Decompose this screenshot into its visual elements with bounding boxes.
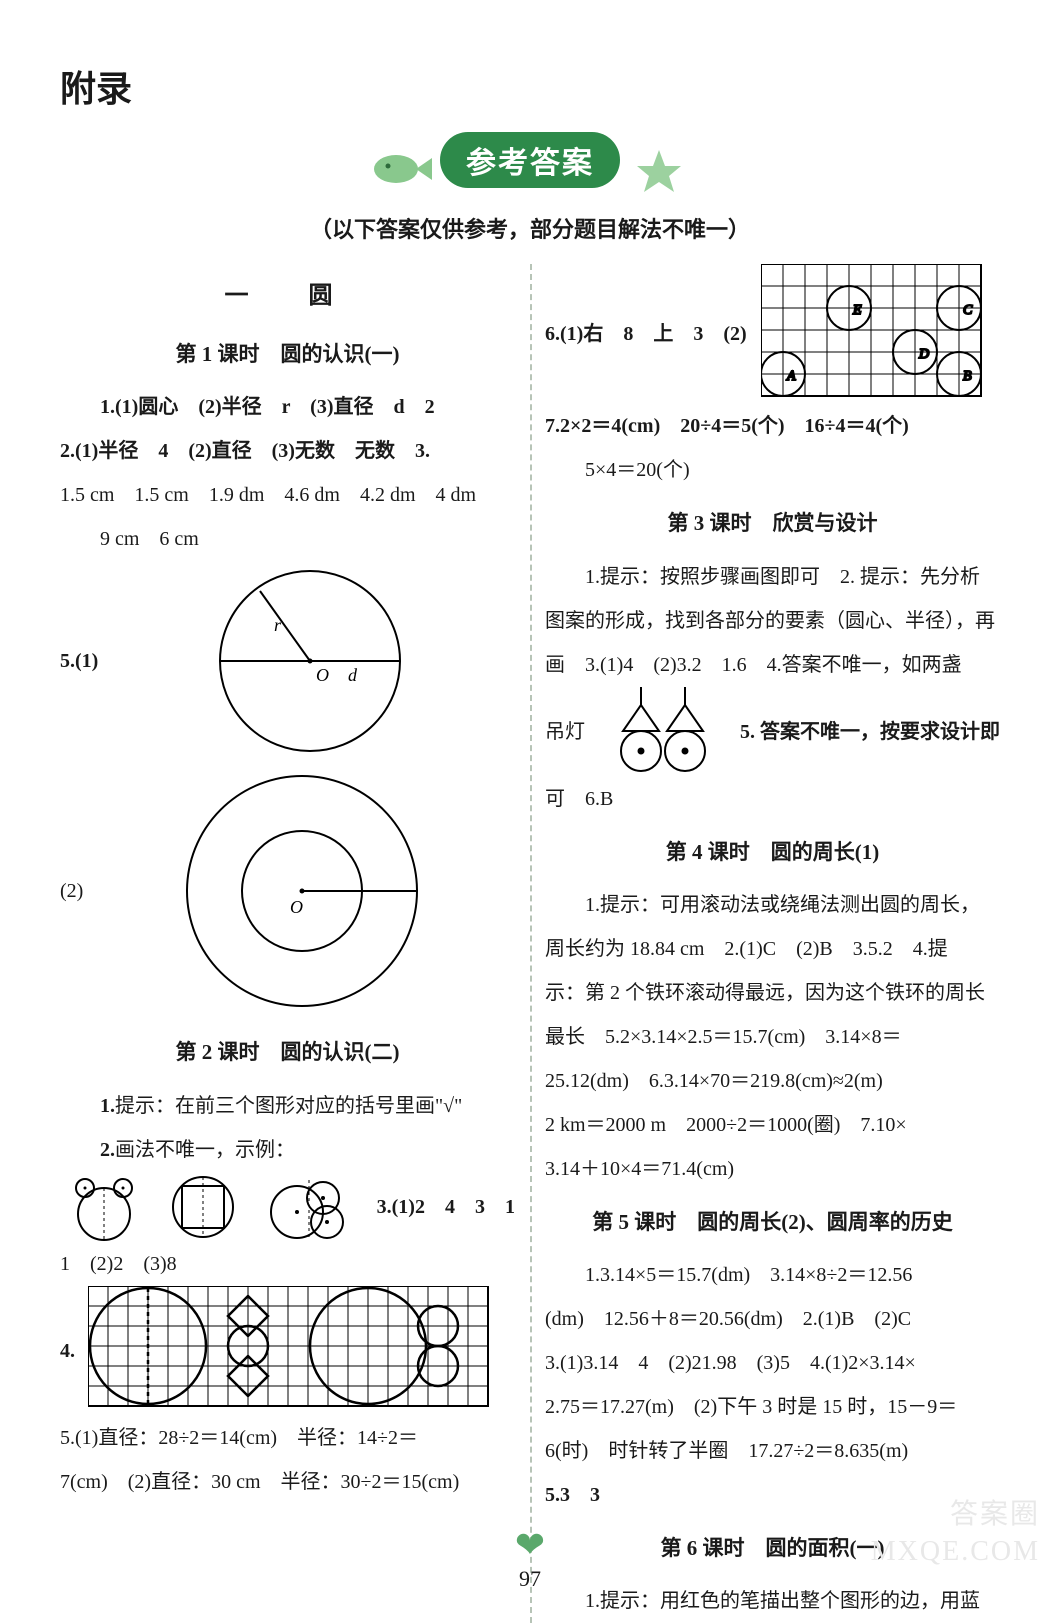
lesson1-line3: 1.5 cm 1.5 cm 1.9 dm 4.6 dm 4.2 dm 4 dm xyxy=(60,473,515,517)
subtitle: （以下答案仅供参考，部分题目解法不唯一） xyxy=(60,212,1000,244)
svg-text:B: B xyxy=(963,369,972,384)
right-column: 6.(1)右 8 上 3 (2) A B C D E 7.2×2＝4(cm) 2… xyxy=(545,264,1000,1623)
grid-row-4: 4. xyxy=(60,1286,515,1416)
svg-text:r: r xyxy=(274,615,282,635)
q7-2: 5×4＝20(个) xyxy=(545,448,1000,492)
shape-ears-icon xyxy=(69,1172,139,1242)
lamp-icon xyxy=(613,687,713,777)
lesson5-line1: 1.3.14×5＝15.7(dm) 3.14×8÷2＝12.56 xyxy=(545,1253,1000,1297)
fig-5-2-label: (2) xyxy=(60,869,83,913)
lesson5-title: 第 5 课时 圆的周长(2)、圆周率的历史 xyxy=(545,1199,1000,1245)
lesson3-line2: 图案的形成，找到各部分的要素（圆心、半径），再 xyxy=(545,599,1000,643)
fish-icon xyxy=(366,144,436,194)
circle-diagram-1: r O d xyxy=(200,561,420,761)
shape-square-circle-icon xyxy=(168,1172,238,1242)
chapter-title: 一 圆 xyxy=(60,270,515,323)
lesson4-title: 第 4 课时 圆的周长(1) xyxy=(545,829,1000,875)
svg-text:A: A xyxy=(786,369,796,384)
lesson5-line6: 5.3 3 xyxy=(545,1473,1000,1517)
lesson4-line5: 25.12(dm) 6.3.14×70＝219.8(cm)≈2(m) xyxy=(545,1059,1000,1103)
q6-text: 6.(1)右 8 上 3 (2) xyxy=(545,312,747,356)
svg-text:D: D xyxy=(918,347,929,362)
grid-4-label: 4. xyxy=(60,1329,75,1373)
lesson5-line5: 6(时) 时针转了半圈 17.27÷2＝8.635(m) xyxy=(545,1429,1000,1473)
lesson2-line5: 5.(1)直径：28÷2＝14(cm) 半径：14÷2＝ xyxy=(60,1416,515,1460)
lesson1-title: 第 1 课时 圆的认识(一) xyxy=(60,331,515,377)
fig-5-1-label: 5.(1) xyxy=(60,639,98,683)
lesson5-line2: (dm) 12.56＋8＝20.56(dm) 2.(1)B (2)C xyxy=(545,1297,1000,1341)
lesson3-line3: 画 3.(1)4 (2)3.2 1.6 4.答案不唯一，如两盏 xyxy=(545,643,1000,687)
heart-icon: ❤ xyxy=(515,1524,545,1566)
svg-text:d: d xyxy=(348,665,358,685)
appendix-label: 附录 xyxy=(60,60,1000,112)
q6-row: 6.(1)右 8 上 3 (2) A B C D E xyxy=(545,264,1000,404)
shape-3circles-icon xyxy=(267,1172,357,1242)
lesson4-line1: 1.提示：可用滚动法或绕绳法测出圆的周长， xyxy=(545,883,1000,927)
lesson1-line4: 9 cm 6 cm xyxy=(60,517,515,561)
star-icon xyxy=(624,144,694,194)
circle-diagram-2: O xyxy=(172,761,432,1021)
svg-text:O: O xyxy=(316,665,329,685)
two-column-layout: 一 圆 第 1 课时 圆的认识(一) 1.(1)圆心 (2)半径 r (3)直径… xyxy=(60,264,1000,1623)
lesson2-line6: 7(cm) (2)直径：30 cm 半径：30÷2＝15(cm) xyxy=(60,1460,515,1504)
lesson3-title: 第 3 课时 欣赏与设计 xyxy=(545,500,1000,546)
lesson2-line2: 2.画法不唯一，示例： xyxy=(60,1128,515,1172)
lesson2-after-shapes: 3.(1)2 4 3 1 xyxy=(377,1185,515,1229)
lesson4-line3: 示：第 2 个铁环滚动得最远，因为这个铁环的周长 xyxy=(545,971,1000,1015)
fig-5-2-row: (2) O xyxy=(60,761,515,1021)
lesson5-line3: 3.(1)3.14 4 (2)21.98 (3)5 4.(1)2×3.14× xyxy=(545,1341,1000,1385)
banner-title: 参考答案 xyxy=(440,132,620,188)
lesson3-lamp-row: 吊灯 5. 答案不唯一，按要求设计即 xyxy=(545,687,1000,777)
fig-5-1-row: 5.(1) r O d xyxy=(60,561,515,761)
lesson1-line2: 2.(1)半径 4 (2)直径 (3)无数 无数 3. xyxy=(60,429,515,473)
grid-diagram xyxy=(88,1286,508,1416)
lesson5-line4: 2.75＝17.27(m) (2)下午 3 时是 15 时，15－9＝ xyxy=(545,1385,1000,1429)
q7-1: 7.2×2＝4(cm) 20÷4＝5(个) 16÷4＝4(个) xyxy=(545,404,1000,448)
lesson4-line7: 3.14＋10×4＝71.4(cm) xyxy=(545,1147,1000,1191)
lesson4-line6: 2 km＝2000 m 2000÷2＝1000(圈) 7.10× xyxy=(545,1103,1000,1147)
lesson3-line4-pre: 吊灯 xyxy=(545,710,585,754)
page-footer: ❤ 97 xyxy=(0,1524,1060,1592)
svg-text:E: E xyxy=(852,303,862,318)
lesson4-line4: 最长 5.2×3.14×2.5＝15.7(cm) 3.14×8＝ xyxy=(545,1015,1000,1059)
lesson3-line4-post: 5. 答案不唯一，按要求设计即 xyxy=(740,710,1000,754)
lesson4-line2: 周长约为 18.84 cm 2.(1)C (2)B 3.5.2 4.提 xyxy=(545,927,1000,971)
left-column: 一 圆 第 1 课时 圆的认识(一) 1.(1)圆心 (2)半径 r (3)直径… xyxy=(60,264,515,1623)
shapes-row: 3.(1)2 4 3 1 xyxy=(60,1172,515,1242)
lesson3-line5: 可 6.B xyxy=(545,777,1000,821)
page-number: 97 xyxy=(519,1566,541,1591)
column-divider xyxy=(530,264,532,1623)
lesson2-shapes-row2: 1 (2)2 (3)8 xyxy=(60,1242,515,1286)
lesson2-line1: 1.1.提示：在前三个图形对应的括号里画"√"提示：在前三个图形对应的括号里画"… xyxy=(60,1084,515,1128)
header-banner: 参考答案 xyxy=(60,132,1000,194)
lesson1-line1: 1.(1)圆心 (2)半径 r (3)直径 d 2 xyxy=(60,385,515,429)
svg-text:C: C xyxy=(963,303,973,318)
grid-6-diagram: A B C D E xyxy=(761,264,991,404)
lesson2-title: 第 2 课时 圆的认识(二) xyxy=(60,1029,515,1075)
svg-text:O: O xyxy=(290,897,303,917)
lesson3-line1: 1.提示：按照步骤画图即可 2. 提示：先分析 xyxy=(545,555,1000,599)
